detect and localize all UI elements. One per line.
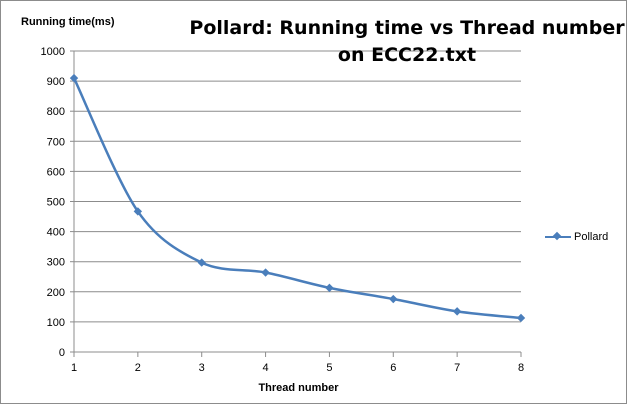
y-tick-label: 900 — [47, 76, 65, 88]
x-tick-label: 4 — [263, 362, 269, 374]
series-line-pollard — [72, 77, 522, 320]
y-tick-label: 200 — [47, 287, 65, 299]
y-tick-label: 400 — [47, 227, 65, 239]
x-tick-label: 6 — [390, 362, 396, 374]
y-tick-label: 0 — [59, 347, 65, 359]
data-point — [389, 294, 398, 304]
x-tick-label: 3 — [199, 362, 205, 374]
x-tick-label: 8 — [518, 362, 524, 374]
x-tick-label: 1 — [71, 362, 77, 374]
data-point — [261, 268, 270, 277]
y-axis-label: Running time(ms) — [21, 16, 115, 28]
data-point — [452, 307, 462, 316]
x-tick-label: 2 — [135, 362, 141, 374]
legend-label-pollard: Pollard — [574, 231, 609, 243]
y-tick-label: 600 — [47, 166, 65, 178]
data-point — [197, 258, 206, 267]
x-axis-label: Thread number — [258, 382, 339, 394]
y-tick-label: 800 — [47, 106, 65, 118]
chart-title: Pollard: Running time vs Thread number o… — [189, 17, 625, 66]
legend: Pollard — [545, 231, 608, 243]
data-point — [133, 207, 143, 216]
legend-swatch-pollard — [545, 231, 571, 242]
x-tick-label: 5 — [326, 362, 332, 374]
data-point — [69, 73, 79, 83]
legend-marker — [552, 231, 562, 241]
y-tick-label: 500 — [47, 197, 65, 209]
x-tick-label: 7 — [454, 362, 460, 374]
y-tick-label: 100 — [47, 317, 65, 329]
data-point — [325, 283, 334, 293]
data-point — [516, 313, 526, 323]
y-tick-label: 1000 — [41, 46, 65, 58]
y-tick-label: 300 — [47, 257, 65, 269]
y-tick-label: 700 — [47, 136, 65, 148]
